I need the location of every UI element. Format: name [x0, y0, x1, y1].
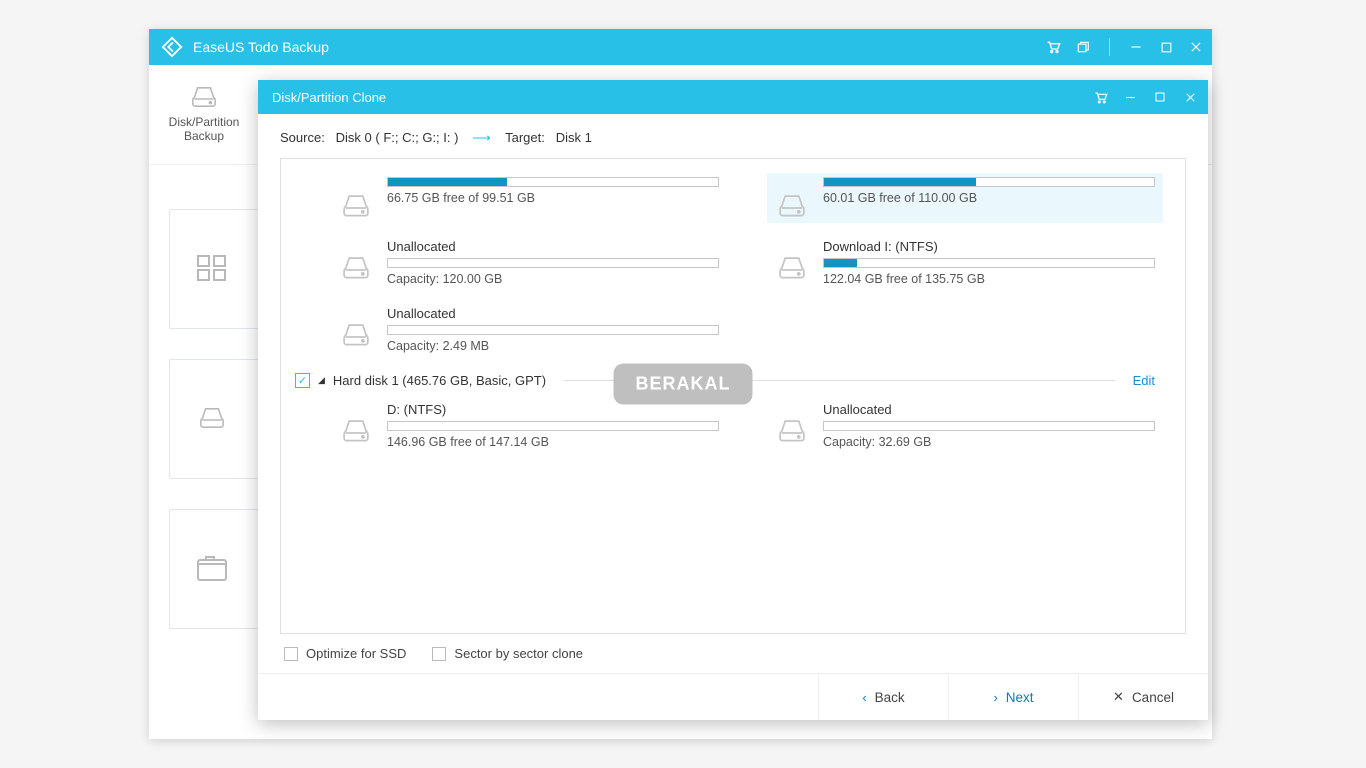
clone-options: Optimize for SSD Sector by sector clone	[258, 634, 1208, 673]
next-button[interactable]: ›Next	[948, 674, 1078, 720]
usage-bar	[387, 325, 719, 335]
app-title: EaseUS Todo Backup	[193, 39, 1045, 55]
dialog-title: Disk/Partition Clone	[272, 90, 1092, 105]
cart-icon[interactable]	[1045, 39, 1061, 55]
maximize-icon[interactable]	[1158, 39, 1174, 55]
target-label: Target:	[505, 130, 545, 145]
maximize-icon[interactable]	[1152, 89, 1168, 105]
disk-icon	[775, 416, 809, 444]
clone-dialog: Disk/Partition Clone Source: Disk 0 ( F:…	[258, 80, 1208, 720]
close-icon[interactable]	[1188, 39, 1204, 55]
disk-header[interactable]: ✓ ◢ Hard disk 1 (465.76 GB, Basic, GPT) …	[295, 373, 1155, 388]
disk-icon	[339, 320, 373, 348]
partition-name: Unallocated	[387, 306, 719, 321]
usage-bar	[823, 421, 1155, 431]
partition-name: D: (NTFS)	[387, 402, 719, 417]
partition-detail: Capacity: 32.69 GB	[823, 435, 1155, 449]
partition-name: Download I: (NTFS)	[823, 239, 1155, 254]
disk-partition-backup-button[interactable]: Disk/Partition Backup	[169, 83, 239, 143]
cancel-button[interactable]: ✕Cancel	[1078, 674, 1208, 720]
partition-item[interactable]: 66.75 GB free of 99.51 GB	[339, 177, 719, 219]
dialog-buttons: ‹Back ›Next ✕Cancel	[258, 673, 1208, 720]
partition-name: Unallocated	[823, 402, 1155, 417]
source-value: Disk 0 ( F:; C:; G:; I: )	[336, 130, 459, 145]
disk-icon	[339, 253, 373, 281]
back-button[interactable]: ‹Back	[818, 674, 948, 720]
cart-icon[interactable]	[1092, 89, 1108, 105]
tool-label: Disk/Partition Backup	[169, 115, 240, 143]
partition-detail: 122.04 GB free of 135.75 GB	[823, 272, 1155, 286]
arrow-icon: ⟶	[472, 130, 492, 145]
partition-item[interactable]: Unallocated Capacity: 32.69 GB	[775, 402, 1155, 449]
target-value: Disk 1	[556, 130, 592, 145]
partition-detail: 146.96 GB free of 147.14 GB	[387, 435, 719, 449]
partition-detail: 66.75 GB free of 99.51 GB	[387, 191, 719, 205]
minimize-icon[interactable]	[1128, 39, 1144, 55]
partition-name: Unallocated	[387, 239, 719, 254]
partition-item[interactable]: Download I: (NTFS) 122.04 GB free of 135…	[775, 239, 1155, 286]
titlebar-controls	[1045, 38, 1204, 56]
partition-list[interactable]: 66.75 GB free of 99.51 GB 60.01 GB free …	[280, 158, 1186, 634]
source-target-row: Source: Disk 0 ( F:; C:; G:; I: ) ⟶ Targ…	[258, 114, 1208, 158]
disk-icon	[339, 191, 373, 219]
usage-bar	[387, 421, 719, 431]
usage-bar	[823, 177, 1155, 187]
dialog-titlebar: Disk/Partition Clone	[258, 80, 1208, 114]
drive-icon	[196, 404, 228, 432]
disk-icon	[188, 83, 220, 111]
sector-clone-checkbox[interactable]: Sector by sector clone	[432, 646, 583, 661]
source-label: Source:	[280, 130, 325, 145]
partition-item[interactable]: D: (NTFS) 146.96 GB free of 147.14 GB	[339, 402, 719, 449]
disk-icon	[775, 253, 809, 281]
disk-icon	[339, 416, 373, 444]
partition-detail: 60.01 GB free of 110.00 GB	[823, 191, 1155, 205]
close-icon[interactable]	[1182, 89, 1198, 105]
edit-link[interactable]: Edit	[1133, 373, 1155, 388]
partition-item[interactable]: 60.01 GB free of 110.00 GB	[767, 173, 1163, 223]
collapse-icon[interactable]: ◢	[318, 375, 325, 386]
partition-detail: Capacity: 120.00 GB	[387, 272, 719, 286]
disk-icon	[775, 191, 809, 219]
partition-item[interactable]: Unallocated Capacity: 2.49 MB	[339, 306, 719, 353]
partition-detail: Capacity: 2.49 MB	[387, 339, 719, 353]
minimize-icon[interactable]	[1122, 89, 1138, 105]
folder-icon	[196, 554, 228, 582]
usage-bar	[387, 177, 719, 187]
disk-label: Hard disk 1 (465.76 GB, Basic, GPT)	[333, 373, 546, 388]
usage-bar	[387, 258, 719, 268]
disk-checkbox[interactable]: ✓	[295, 373, 310, 388]
restore-window-icon[interactable]	[1075, 39, 1091, 55]
usage-bar	[823, 258, 1155, 268]
app-titlebar: EaseUS Todo Backup	[149, 29, 1212, 65]
partition-item[interactable]: Unallocated Capacity: 120.00 GB	[339, 239, 719, 286]
optimize-ssd-checkbox[interactable]: Optimize for SSD	[284, 646, 406, 661]
grid-icon	[196, 254, 228, 282]
app-logo-icon	[161, 36, 183, 58]
